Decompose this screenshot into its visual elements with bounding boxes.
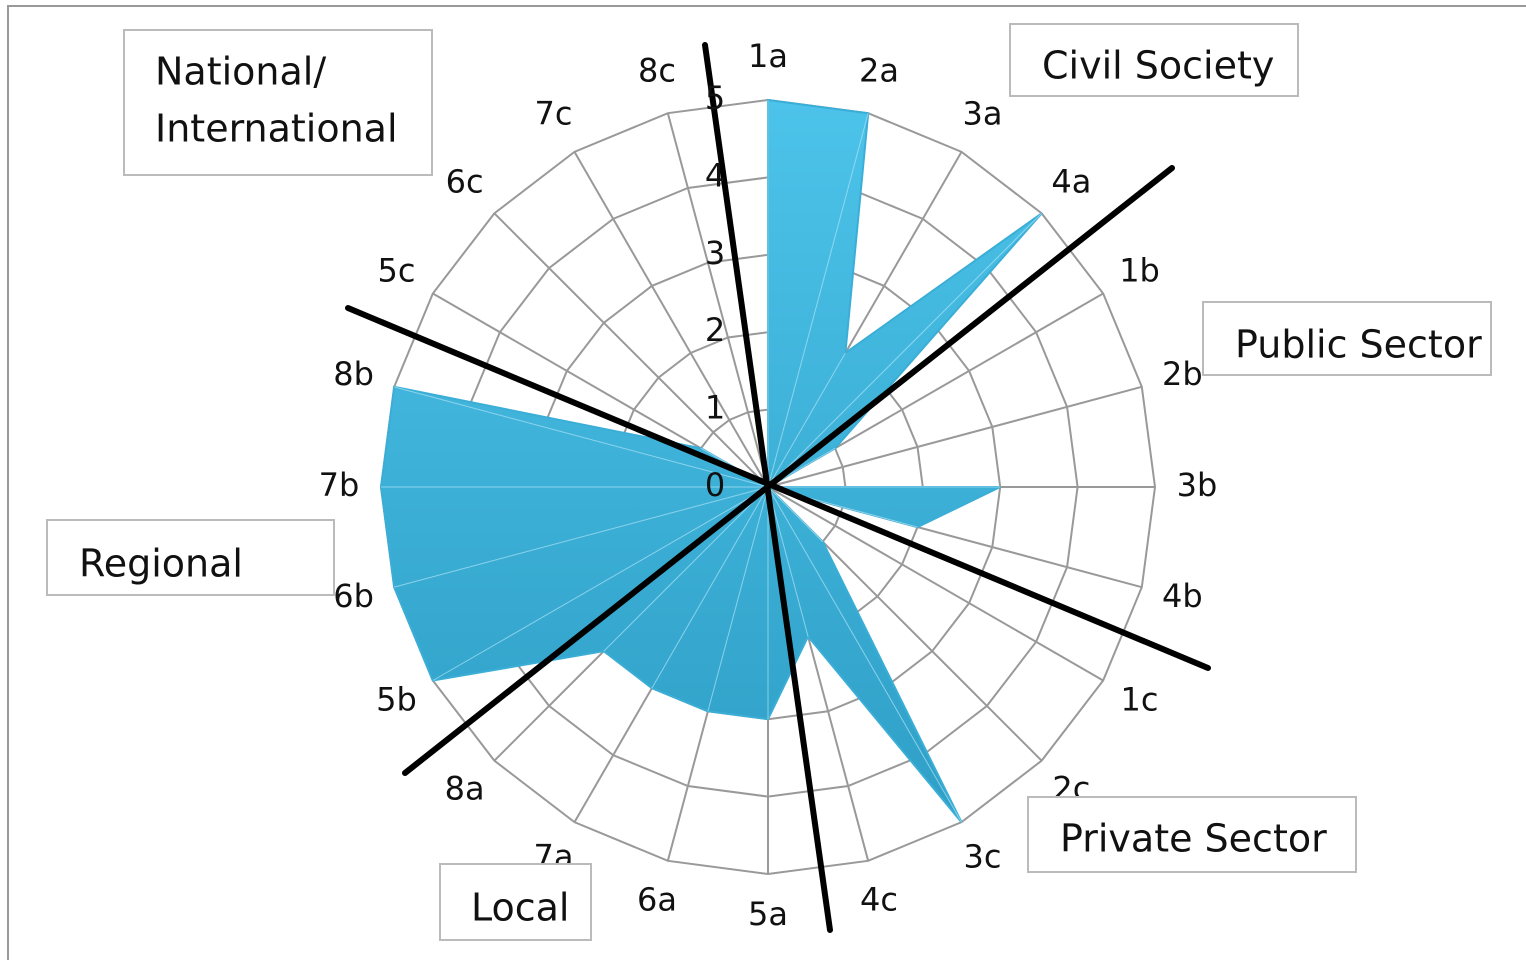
dividers xyxy=(345,42,1211,933)
category-label: 2a xyxy=(859,52,899,90)
labels: 1a 2a3a4a1b2b3b4b1c2c3c4c5a6a7a8a5b6b7b8b… xyxy=(319,37,1218,933)
annotations: National/International Civil Society Publi… xyxy=(46,23,1492,941)
tick-label: 2 xyxy=(705,311,725,349)
annotation: Private Sector xyxy=(1060,817,1327,861)
annotation-box xyxy=(46,519,335,596)
category-label: 1c xyxy=(1121,681,1159,719)
spoke xyxy=(573,151,769,488)
category-label: 4b xyxy=(1162,577,1203,615)
annotation-box xyxy=(1202,301,1492,376)
tick-label: 5 xyxy=(705,79,725,117)
category-label: 6b xyxy=(333,577,374,615)
category-label: 5a xyxy=(748,895,788,933)
spoke xyxy=(493,212,769,488)
spoke-highlight xyxy=(651,486,769,689)
category-label: 7c xyxy=(535,94,573,132)
category-label: 8b xyxy=(333,355,374,393)
spoke-highlight xyxy=(432,486,769,681)
spoke-highlight xyxy=(603,486,769,652)
tick-label: 1 xyxy=(705,389,725,427)
spoke xyxy=(666,112,769,488)
annotation-box xyxy=(439,863,592,941)
annotation: National/ xyxy=(155,50,326,94)
annotation: Public Sector xyxy=(1235,323,1482,367)
spoke xyxy=(767,486,1104,682)
category-label: 3a xyxy=(963,94,1003,132)
category-label: 2b xyxy=(1162,355,1203,393)
spoke-highlight xyxy=(767,486,824,543)
annotation: Regional xyxy=(79,542,243,586)
category-label: 4a xyxy=(1051,163,1091,201)
annotation-box xyxy=(123,29,433,176)
divider xyxy=(345,305,1211,671)
tick-label: 0 xyxy=(705,466,725,504)
category-label: 8a xyxy=(445,769,485,807)
annotation-box xyxy=(1009,23,1299,97)
category-label: 6a xyxy=(637,880,677,918)
spoke-highlight xyxy=(767,113,869,488)
annotation: Civil Society xyxy=(1042,44,1274,88)
category-label: 5b xyxy=(376,681,417,719)
category-label: 1a xyxy=(748,37,788,75)
category-label: 6c xyxy=(446,163,484,201)
spoke-highlight xyxy=(767,352,846,488)
category-label: 5c xyxy=(377,252,415,290)
category-label: 3b xyxy=(1177,466,1218,504)
spoke-highlight xyxy=(767,212,1043,488)
divider xyxy=(402,165,1175,776)
tick-label: 3 xyxy=(705,234,725,272)
category-label: 1b xyxy=(1119,252,1160,290)
spoke-highlight xyxy=(767,486,962,823)
annotation-box xyxy=(1027,796,1357,873)
category-label: 3c xyxy=(964,838,1002,876)
frame xyxy=(7,5,1526,960)
spoke-highlight xyxy=(767,486,809,637)
category-label: 8c xyxy=(638,52,676,90)
spoke xyxy=(767,385,1143,488)
category-label: 4c xyxy=(860,880,898,918)
tick-label: 4 xyxy=(705,156,725,194)
category-label: 7b xyxy=(319,466,360,504)
annotation: Local xyxy=(471,886,570,930)
spoke-highlight xyxy=(394,486,769,588)
spoke-highlight xyxy=(707,486,769,712)
spoke-highlight xyxy=(394,386,769,488)
annotation: International xyxy=(155,107,398,151)
